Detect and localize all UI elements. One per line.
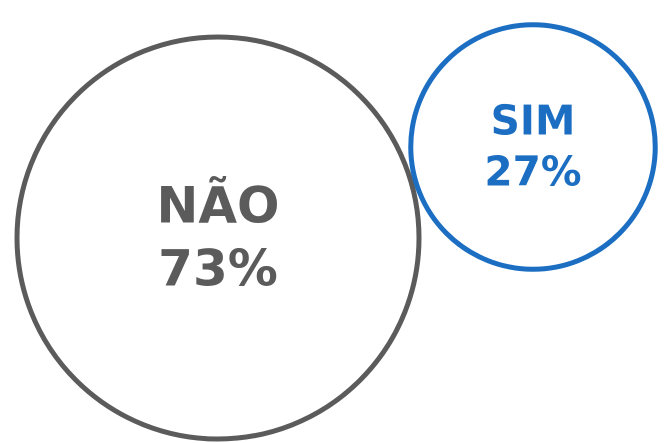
category-label: NÃO	[156, 176, 279, 235]
bubble	[14, 34, 422, 442]
bubble	[408, 22, 658, 272]
value-label: 73%	[158, 240, 278, 298]
category-label: SIM	[491, 96, 576, 144]
value-label: 27%	[484, 148, 581, 196]
